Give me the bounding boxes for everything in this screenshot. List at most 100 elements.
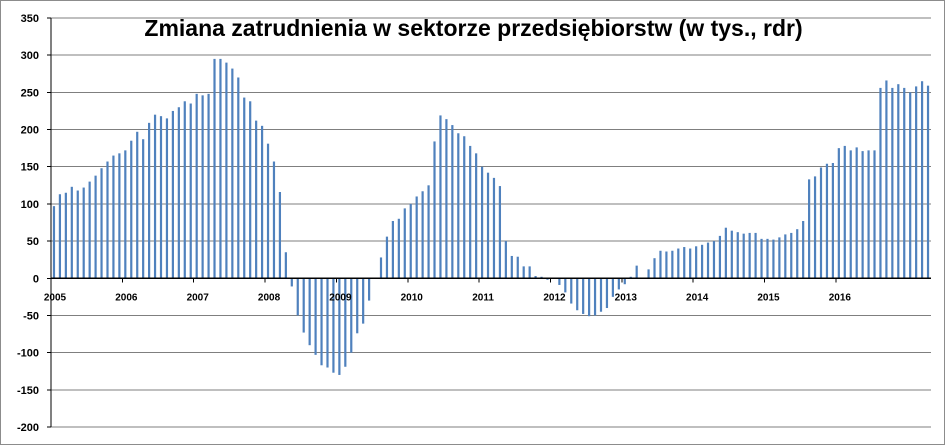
bar — [617, 278, 620, 290]
bar — [409, 203, 412, 279]
bar — [457, 133, 460, 279]
bar — [480, 166, 484, 279]
x-tick-label: 2014 — [686, 292, 709, 303]
bar — [766, 238, 769, 279]
bar — [558, 278, 561, 285]
bar — [689, 248, 692, 279]
y-tick-label: 150 — [21, 162, 39, 174]
bar — [718, 235, 722, 279]
bar — [237, 77, 240, 279]
x-tick-label: 2011 — [472, 292, 494, 303]
bar — [368, 278, 371, 301]
bar — [784, 234, 787, 279]
bar — [706, 242, 710, 279]
bar — [189, 103, 192, 279]
bar — [760, 238, 763, 279]
bar — [879, 87, 882, 279]
y-tick-label: -100 — [17, 348, 39, 360]
x-tick-label: 2016 — [829, 292, 852, 303]
bar — [802, 221, 805, 279]
bar — [653, 258, 656, 279]
bar — [296, 278, 299, 316]
x-tick-label: 2012 — [543, 292, 566, 303]
bar — [403, 208, 406, 279]
bar — [439, 115, 442, 279]
bar — [356, 278, 359, 334]
bar — [243, 97, 246, 279]
bar — [207, 93, 210, 279]
bar — [231, 68, 234, 279]
bar — [326, 278, 329, 368]
bar — [665, 251, 668, 279]
bar — [772, 239, 775, 279]
bar — [897, 84, 900, 279]
bar — [891, 87, 894, 279]
bar — [70, 186, 73, 279]
bar — [920, 81, 924, 279]
y-tick-label: 300 — [21, 50, 39, 62]
bar — [225, 62, 228, 279]
bar — [379, 257, 383, 279]
bar — [159, 116, 163, 279]
bar — [213, 58, 216, 279]
bar — [469, 145, 472, 279]
bar — [260, 125, 264, 279]
bar — [82, 187, 85, 279]
bar — [249, 101, 252, 279]
bar — [695, 246, 698, 279]
bar — [463, 136, 466, 279]
bar — [623, 278, 626, 285]
bar — [266, 143, 270, 279]
bar — [546, 278, 549, 280]
y-tick-label: 50 — [27, 236, 39, 248]
bar — [451, 125, 454, 279]
bar — [748, 232, 751, 279]
bar — [445, 119, 448, 279]
x-tick-labels: 2005 2006 2007 2008 2009 2010 2011 2012 2013 2014… — [44, 292, 852, 303]
bar — [885, 80, 888, 279]
bar — [106, 161, 109, 279]
bar — [177, 107, 180, 279]
bar — [415, 196, 418, 279]
bar — [76, 190, 79, 279]
bar — [385, 236, 389, 279]
y-tick-label: 100 — [21, 199, 39, 211]
bar — [314, 278, 317, 355]
x-tick-label: 2007 — [187, 292, 210, 303]
bar — [837, 148, 840, 279]
bar — [849, 150, 852, 279]
bar — [433, 141, 436, 279]
bar — [825, 163, 829, 279]
y-tick-label: -200 — [17, 422, 39, 434]
bar — [724, 227, 727, 279]
chart-title: Zmiana zatrudnienia w sektorze przedsięb… — [144, 15, 803, 41]
bar — [742, 233, 745, 279]
bar — [588, 278, 591, 317]
bar-series — [52, 58, 930, 375]
bar — [540, 276, 543, 279]
bar — [831, 163, 834, 279]
grid-lines — [51, 17, 931, 428]
bar — [611, 278, 614, 297]
y-tick-label: -50 — [23, 310, 39, 322]
y-tick-labels: 350 300 250 200 150 100 50 0 -50 -100 -150 -200 — [17, 13, 39, 434]
bar — [855, 147, 858, 279]
bar — [308, 278, 311, 346]
bar — [486, 172, 490, 279]
bar — [504, 241, 507, 279]
bar — [475, 153, 478, 279]
x-tick-label: 2006 — [115, 292, 138, 303]
bar — [58, 194, 62, 279]
bar — [700, 244, 704, 279]
bar — [118, 153, 121, 279]
bar — [171, 110, 174, 279]
y-tick-label: 350 — [21, 13, 39, 25]
bar — [427, 185, 430, 279]
bar — [909, 92, 912, 279]
bar — [576, 278, 579, 311]
x-tick-label: 2010 — [401, 292, 424, 303]
bar — [915, 86, 918, 279]
bar — [498, 186, 502, 279]
bar — [522, 266, 525, 279]
